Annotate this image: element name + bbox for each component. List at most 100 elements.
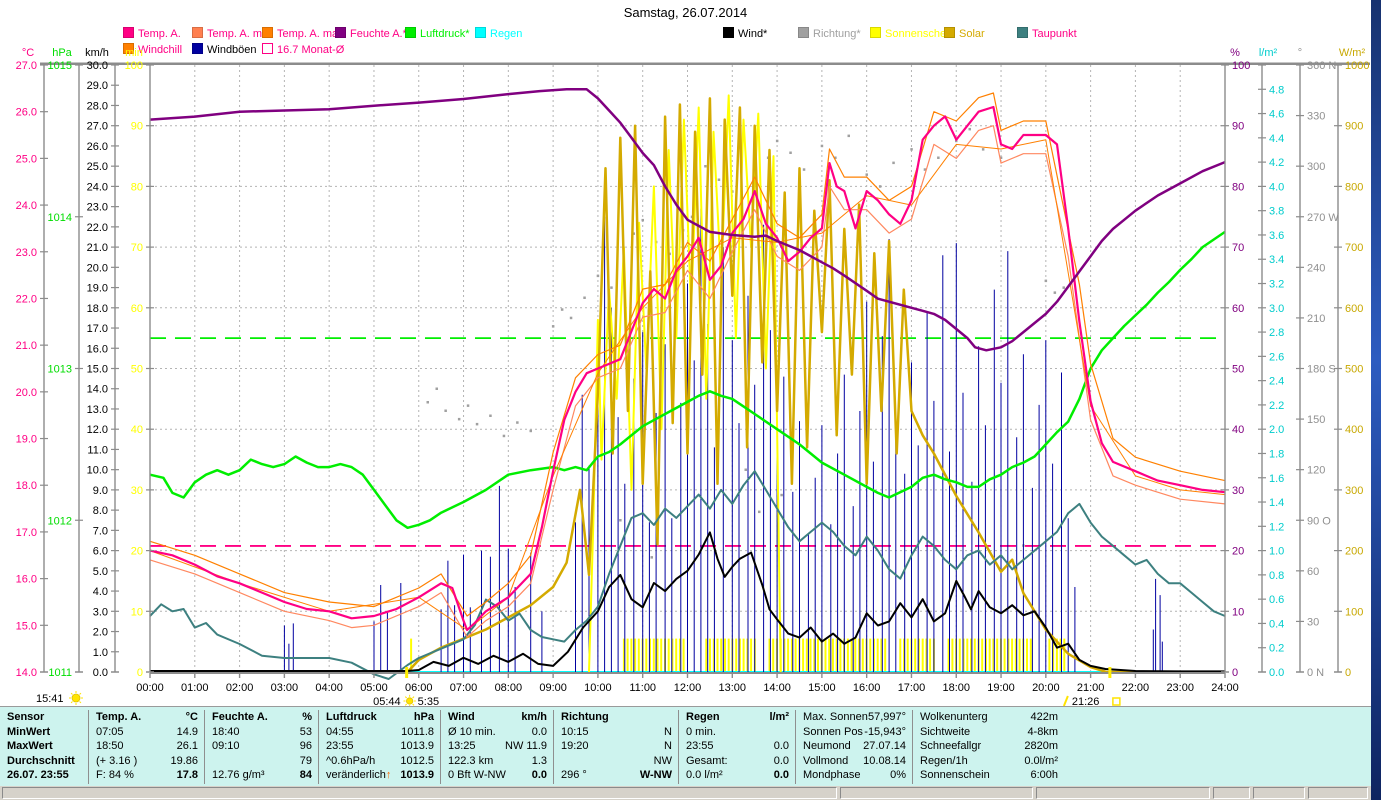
axis-unit-pct: % xyxy=(1230,47,1240,59)
table-row: 0 Bft W-NW 0.0 xyxy=(441,768,554,783)
legend-item-temp-min: Temp. A. min xyxy=(192,27,271,40)
hour-label: 14:00 xyxy=(763,682,791,694)
cell-label: F: 84 % xyxy=(96,769,134,782)
svg-text:1.0: 1.0 xyxy=(1269,546,1284,558)
cell-label: Richtung xyxy=(561,711,609,723)
cell-value: 422m xyxy=(1030,711,1058,723)
table-row: Regen l/m² xyxy=(679,710,796,725)
cell-value: 14.9 xyxy=(176,725,198,738)
cell-label: Luftdruck xyxy=(326,711,377,723)
table-row: Gesamt: 0.0 xyxy=(679,754,796,769)
cell-label: veränderlich↑ xyxy=(326,769,392,782)
series-temp xyxy=(149,105,1226,632)
cell-label: 23:55 xyxy=(326,740,354,753)
legend-label: Temp. A. min xyxy=(207,28,271,40)
legend-swatch-monat xyxy=(262,43,273,54)
table-row: 09:10 96 xyxy=(205,739,319,754)
cell-value: 1.3 xyxy=(531,754,547,767)
svg-text:20.0: 20.0 xyxy=(87,262,108,274)
legend-label: Sonnenschein xyxy=(885,28,955,40)
legend-item-sonnenschein: Sonnenschein xyxy=(870,27,955,40)
cell-value: 57,997° xyxy=(867,711,906,723)
svg-text:1011: 1011 xyxy=(48,667,72,679)
stats-column-2: Feuchte A.% 18:40 53 09:10 96 79 12.76 g/m³ 84 xyxy=(204,710,319,784)
table-row: 23:55 0.0 xyxy=(679,739,796,754)
stats-column-5: Richtung 10:15 N 19:20 N NW 296 ° W-NW xyxy=(553,710,679,784)
hour-label: 09:00 xyxy=(539,682,567,694)
table-row: 18:40 53 xyxy=(205,725,319,740)
cell-value: 26.1 xyxy=(176,740,198,753)
stats-column-0: Sensor MinWert MaxWert Durchschnitt 26.07. 2… xyxy=(0,710,88,784)
svg-text:19.0: 19.0 xyxy=(16,434,37,446)
svg-text:30: 30 xyxy=(131,485,143,497)
sunrise-time: 05:44 xyxy=(373,696,401,706)
stats-column-6: Regen l/m² 0 min. 23:55 0.0 Gesamt: 0.0 0.0 l/m… xyxy=(678,710,796,784)
cell-value: 17.8 xyxy=(176,769,198,782)
page-title: Samstag, 26.07.2014 xyxy=(623,5,748,20)
cell-value: -15,943° xyxy=(864,725,906,738)
table-row: Schneefallgr 2820m xyxy=(913,739,1065,754)
sunset-marker-box xyxy=(1112,697,1121,706)
cell-label: MaxWert xyxy=(7,740,53,753)
svg-text:2.4: 2.4 xyxy=(1269,376,1284,388)
cell-value: 10.08.14 xyxy=(863,754,906,767)
svg-text:29.0: 29.0 xyxy=(87,80,108,92)
legend-swatch-temp-max xyxy=(262,27,273,38)
status-bar-segment-2 xyxy=(1036,787,1210,799)
legend-label: 16.7 Monat-Ø xyxy=(277,44,345,56)
svg-text:40: 40 xyxy=(1232,424,1244,436)
legend-swatch-temp xyxy=(123,27,134,38)
cell-label: Sensor xyxy=(7,711,45,723)
svg-text:15.0: 15.0 xyxy=(87,364,108,376)
cell-value: hPa xyxy=(413,711,434,723)
svg-text:300: 300 xyxy=(1345,485,1363,497)
svg-text:6.0: 6.0 xyxy=(93,546,108,558)
series-richtung xyxy=(426,127,1065,569)
hour-label: 22:00 xyxy=(1122,682,1150,694)
svg-text:22.0: 22.0 xyxy=(16,293,37,305)
cell-label: 18:50 xyxy=(96,740,124,753)
svg-text:7.0: 7.0 xyxy=(93,525,108,537)
cell-value: 79 xyxy=(299,754,312,767)
svg-text:2.0: 2.0 xyxy=(93,627,108,639)
svg-text:3.0: 3.0 xyxy=(1269,303,1284,315)
svg-text:2.6: 2.6 xyxy=(1269,351,1284,363)
cell-label: 0.0 l/m² xyxy=(686,769,723,782)
legend-item-solar: Solar xyxy=(944,27,985,40)
legend-label: Temp. A. max xyxy=(277,28,344,40)
table-row: 13:25 NW 11.9 xyxy=(441,739,554,754)
legend-swatch-richtung xyxy=(798,27,809,38)
svg-text:10.0: 10.0 xyxy=(87,465,108,477)
svg-text:1.4: 1.4 xyxy=(1269,497,1284,509)
svg-text:30.0: 30.0 xyxy=(87,60,108,72)
stats-column-1: Temp. A. °C 07:05 14.9 18:50 26.1 (+ 3.16 ) 19.… xyxy=(88,710,205,784)
legend-label: Luftdruck* xyxy=(420,28,470,40)
svg-text:80: 80 xyxy=(131,181,143,193)
rising-arrow-icon: ↑ xyxy=(385,769,392,782)
svg-text:360 N: 360 N xyxy=(1307,60,1336,72)
legend-item-wind: Wind* xyxy=(723,27,767,40)
svg-text:22.0: 22.0 xyxy=(87,222,108,234)
legend-label: Windböen xyxy=(207,44,257,56)
table-row: 12.76 g/m³ 84 xyxy=(205,768,319,783)
series-temp-min xyxy=(149,125,1226,638)
svg-text:80: 80 xyxy=(1232,181,1244,193)
svg-text:180 S: 180 S xyxy=(1307,364,1336,376)
axis-wm2: W/m² 0 100 200 300 400 500 600 700 800 900 1000 xyxy=(1334,47,1369,679)
series-wind xyxy=(150,531,1225,673)
svg-text:5.0: 5.0 xyxy=(93,566,108,578)
series-luftdruck xyxy=(149,230,1226,530)
sunrise-extra: 5:35 xyxy=(418,696,439,706)
axis-lm2: l/m² 0.0 0.2 0.4 0.6 0.8 1.0 1.2 1.4 1.6 1.8 2.0 2.2… xyxy=(1258,47,1284,679)
cell-label: 296 ° xyxy=(561,769,587,782)
cell-value: 53 xyxy=(299,725,312,738)
cell-value: 0.0l/m² xyxy=(1024,754,1058,767)
cell-label: (+ 3.16 ) xyxy=(96,754,138,767)
cell-label: Gesamt: xyxy=(686,754,728,767)
table-row: 18:50 26.1 xyxy=(89,739,205,754)
table-row: 0 min. xyxy=(679,725,796,740)
svg-text:60: 60 xyxy=(1232,303,1244,315)
table-row: 04:55 1011.8 xyxy=(319,725,441,740)
cell-value: 1013.9 xyxy=(400,769,434,782)
